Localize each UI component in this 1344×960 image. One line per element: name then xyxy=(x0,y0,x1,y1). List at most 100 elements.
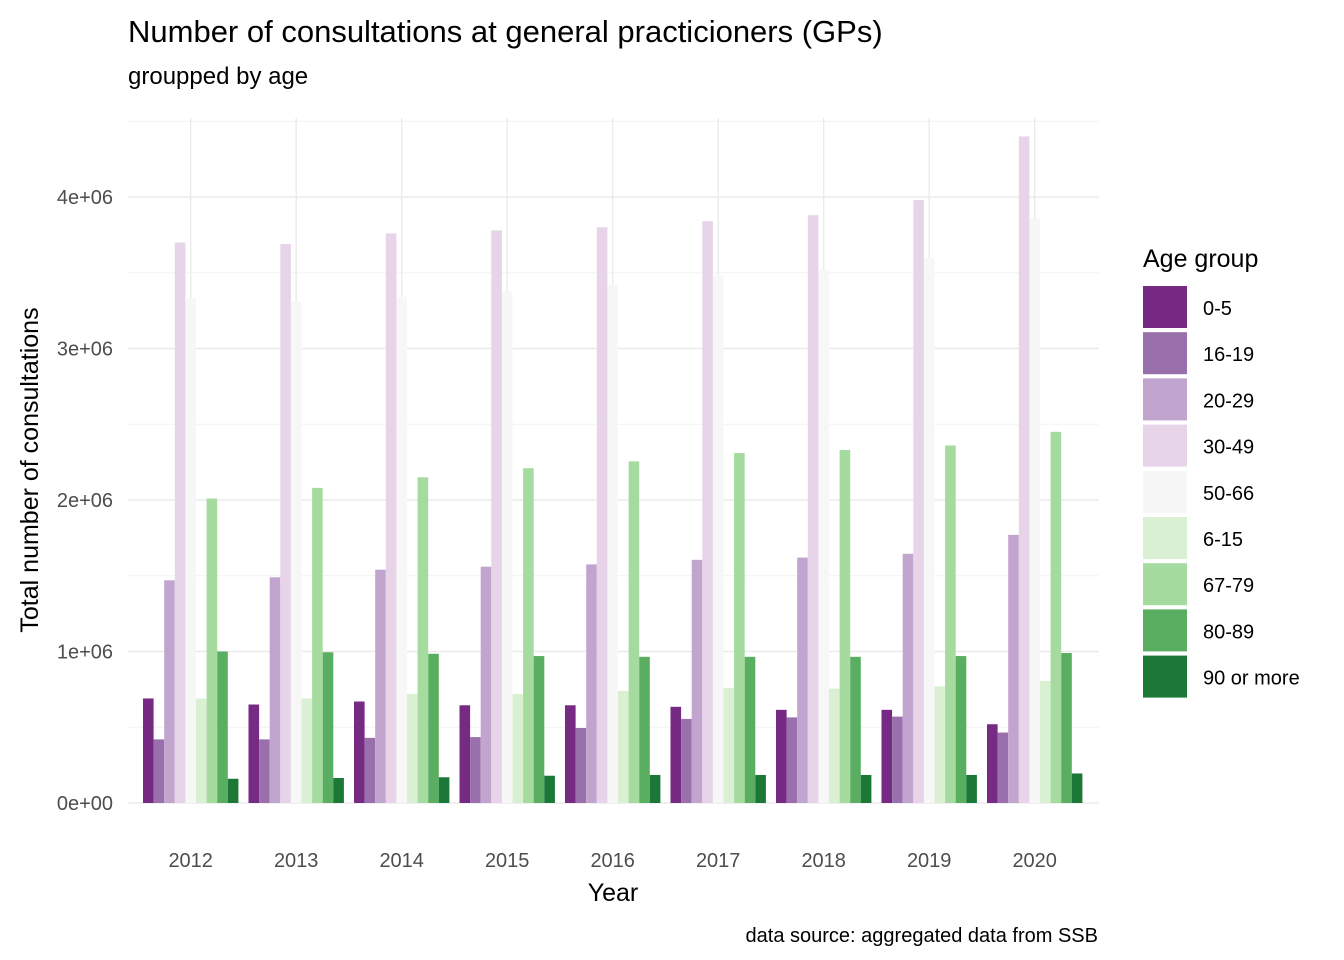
bar-2019-67-79 xyxy=(945,445,956,803)
bar-2013-80-89 xyxy=(322,652,334,803)
bar-2014-30-49 xyxy=(385,233,397,804)
x-tick-label: 2013 xyxy=(274,850,319,872)
x-axis: 2012 2013 2014 2015 2016 2017 2018 2019 2020 xyxy=(168,850,1056,872)
x-tick-label: 2019 xyxy=(907,850,952,872)
legend-label: 90 or more xyxy=(1203,668,1300,690)
bar-2013-50-66 xyxy=(290,301,302,803)
bar-2015-16-19 xyxy=(470,737,481,803)
bar-2015-0-5 xyxy=(459,705,471,803)
x-axis-title: Year xyxy=(588,879,639,907)
bar-2014-20-29 xyxy=(375,569,386,803)
bar-2017-0-5 xyxy=(670,706,682,803)
bar-2020-6-15 xyxy=(1040,681,1051,803)
y-tick-label: 1e+06 xyxy=(57,642,113,664)
bar-2012-20-29 xyxy=(164,580,175,803)
bar-2013-16-19 xyxy=(259,739,270,803)
bar-2016-6-15 xyxy=(618,690,629,803)
bar-2017-30-49 xyxy=(702,221,713,804)
bar-2014-6-15 xyxy=(407,693,418,803)
bar-2016-90-or-more xyxy=(649,774,661,803)
bar-2014-0-5 xyxy=(354,701,365,803)
bar-2020-90-or-more xyxy=(1071,773,1083,803)
y-tick-label: 0e+00 xyxy=(57,793,113,815)
legend-key-80-89 xyxy=(1143,609,1187,652)
bar-2019-0-5 xyxy=(881,709,893,803)
bar-2017-16-19 xyxy=(681,718,692,803)
bar-2018-80-89 xyxy=(850,656,861,803)
bar-2019-16-19 xyxy=(892,716,903,803)
bar-2016-67-79 xyxy=(628,461,640,803)
x-tick-label: 2014 xyxy=(379,850,424,872)
bar-2020-80-89 xyxy=(1061,653,1072,803)
bar-2016-20-29 xyxy=(586,564,597,803)
bar-2017-50-66 xyxy=(712,275,724,803)
bar-2012-6-15 xyxy=(196,698,207,803)
bar-2018-0-5 xyxy=(776,709,787,803)
bar-2012-16-19 xyxy=(153,739,165,803)
bar-2020-67-79 xyxy=(1050,431,1062,803)
legend-key-20-29 xyxy=(1143,378,1187,421)
bar-2019-30-49 xyxy=(913,200,924,803)
bar-2019-80-89 xyxy=(955,656,967,803)
bar-2013-0-5 xyxy=(248,704,260,803)
bar-2014-80-89 xyxy=(428,653,439,803)
legend: 0-5 16-19 20-29 30-49 50-66 6-15 67-79 80-89 90 … xyxy=(1143,286,1300,698)
x-tick-label: 2017 xyxy=(696,850,741,872)
bar-2014-90-or-more xyxy=(438,777,450,803)
y-tick-label: 3e+06 xyxy=(57,339,113,361)
legend-key-67-79 xyxy=(1143,563,1187,606)
bar-2016-80-89 xyxy=(639,656,650,803)
bar-2020-20-29 xyxy=(1008,534,1019,803)
chart-subtitle: groupped by age xyxy=(128,63,308,90)
bar-2015-50-66 xyxy=(501,290,513,803)
bar-2020-30-49 xyxy=(1018,136,1030,803)
legend-key-0-5 xyxy=(1143,286,1187,328)
bar-2016-0-5 xyxy=(565,705,576,803)
bar-2018-67-79 xyxy=(839,450,851,803)
bar-2017-67-79 xyxy=(734,453,745,803)
bar-2015-80-89 xyxy=(533,656,545,803)
legend-label: 30-49 xyxy=(1203,437,1254,459)
bar-2014-50-66 xyxy=(396,296,407,803)
legend-title: Age group xyxy=(1143,245,1258,273)
bar-2015-30-49 xyxy=(491,230,502,803)
bar-2014-67-79 xyxy=(417,477,429,803)
bar-2015-67-79 xyxy=(523,468,534,803)
legend-label: 67-79 xyxy=(1203,575,1254,597)
bar-2017-90-or-more xyxy=(755,774,766,803)
bar-2012-0-5 xyxy=(143,698,154,803)
bar-2014-16-19 xyxy=(364,737,376,803)
bar-2015-6-15 xyxy=(512,693,524,803)
bar-2020-50-66 xyxy=(1029,218,1040,803)
bar-2018-30-49 xyxy=(807,215,819,803)
legend-key-30-49 xyxy=(1143,424,1187,467)
x-tick-label: 2015 xyxy=(485,850,530,872)
bar-2018-6-15 xyxy=(829,688,840,803)
legend-label: 6-15 xyxy=(1203,529,1243,551)
y-tick-label: 4e+06 xyxy=(57,187,113,209)
y-axis-title: Total number of consultations xyxy=(16,307,44,632)
legend-label: 80-89 xyxy=(1203,621,1254,643)
bar-2012-30-49 xyxy=(174,242,186,803)
bar-2019-20-29 xyxy=(902,553,914,803)
chart-title: Number of consultations at general pract… xyxy=(128,14,883,49)
y-tick-label: 2e+06 xyxy=(57,490,113,512)
bar-2012-80-89 xyxy=(217,651,228,803)
legend-key-50-66 xyxy=(1143,470,1187,513)
bar-2013-30-49 xyxy=(280,243,291,804)
legend-label: 50-66 xyxy=(1203,483,1254,505)
bar-2016-16-19 xyxy=(575,728,587,803)
bar-2018-20-29 xyxy=(797,557,808,803)
bar-2012-50-66 xyxy=(185,298,196,803)
bar-2013-20-29 xyxy=(269,577,281,803)
bar-2013-90-or-more xyxy=(333,778,344,803)
x-tick-label: 2012 xyxy=(168,850,213,872)
bar-2013-6-15 xyxy=(301,698,313,803)
x-tick-label: 2016 xyxy=(590,850,635,872)
bar-2020-0-5 xyxy=(987,724,998,803)
bar-2017-20-29 xyxy=(691,559,703,803)
chart-caption: data source: aggregated data from SSB xyxy=(746,925,1098,947)
bar-2018-90-or-more xyxy=(860,774,872,803)
bar-2018-16-19 xyxy=(786,717,798,803)
